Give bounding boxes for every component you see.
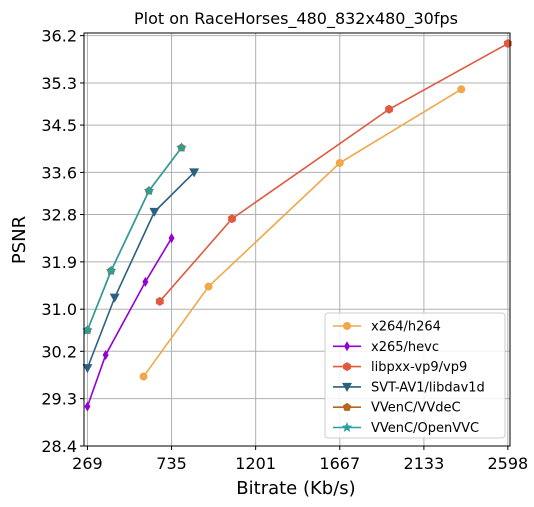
- legend-item: libpxx-vp9/vp9: [333, 360, 467, 375]
- x-tick-label: 2598: [487, 454, 528, 473]
- data-point: [109, 293, 120, 303]
- data-point: [143, 185, 155, 196]
- legend-label: SVT-AV1/libdav1d: [371, 380, 485, 395]
- y-tick-label: 35.3: [41, 74, 77, 93]
- legend-marker: [341, 422, 353, 432]
- legend-label: x264/h264: [371, 320, 441, 335]
- x-tick-label: 269: [72, 454, 103, 473]
- legend-label: VVenC/VVdeC: [371, 401, 461, 416]
- y-axis-label: PSNR: [9, 216, 30, 264]
- series-1: [84, 233, 175, 412]
- y-tick-label: 30.2: [41, 342, 77, 361]
- legend-label: x265/hevc: [371, 340, 439, 355]
- legend: x264/h264 x265/hevc libpxx-vp9/vp9 SVT-AV1/…: [324, 312, 506, 439]
- series-3: [82, 168, 200, 374]
- legend-label: libpxx-vp9/vp9: [371, 360, 467, 375]
- series-line: [142, 88, 462, 378]
- series-line: [86, 171, 195, 369]
- data-point: [102, 349, 109, 360]
- data-point: [168, 233, 175, 244]
- data-point: [82, 364, 93, 374]
- legend-box: [324, 312, 506, 439]
- y-tick-label: 32.8: [41, 206, 77, 225]
- legend-marker: [342, 402, 352, 411]
- data-point: [82, 324, 93, 335]
- series-line: [86, 147, 183, 331]
- legend-item: VVenC/OpenVVC: [333, 421, 479, 436]
- data-point: [385, 104, 393, 114]
- data-point: [139, 372, 148, 381]
- legend-marker: [343, 362, 351, 372]
- legend-item: x265/hevc: [333, 340, 439, 355]
- series-group: [82, 39, 512, 412]
- data-point: [176, 142, 187, 153]
- data-point: [149, 207, 160, 217]
- series-line: [86, 237, 173, 407]
- x-ticks: 269 735 1201 1667 2133 2598: [72, 446, 528, 473]
- y-tick-label: 31.0: [41, 300, 77, 319]
- legend-marker: [344, 341, 350, 352]
- legend-marker: [343, 322, 351, 330]
- data-point: [84, 401, 91, 412]
- data-point: [204, 282, 213, 291]
- data-point: [142, 276, 149, 287]
- y-tick-label: 31.9: [41, 253, 77, 272]
- legend-item: VVenC/VVdeC: [333, 401, 461, 416]
- data-point: [457, 85, 466, 94]
- y-ticks: 28.4 29.3 30.2 31.0 31.9 32.8 33.6 34.5 35.3 36.2: [41, 27, 84, 456]
- x-tick-label: 735: [156, 454, 187, 473]
- y-tick-label: 36.2: [41, 27, 77, 46]
- x-tick-label: 1201: [235, 454, 276, 473]
- x-tick-label: 2133: [404, 454, 445, 473]
- series-0: [139, 85, 466, 381]
- x-axis-label: Bitrate (Kb/s): [236, 478, 355, 499]
- series-line: [159, 42, 509, 302]
- series-5: [82, 142, 187, 335]
- legend-item: SVT-AV1/libdav1d: [333, 380, 485, 395]
- data-point: [189, 168, 200, 178]
- y-tick-label: 29.3: [41, 390, 77, 409]
- y-tick-label: 33.6: [41, 163, 77, 182]
- data-point: [335, 158, 344, 167]
- data-point: [503, 39, 512, 49]
- legend-item: x264/h264: [333, 320, 441, 335]
- series-2: [155, 39, 512, 306]
- plot-frame: [83, 32, 511, 447]
- legend-label: VVenC/OpenVVC: [371, 421, 479, 436]
- x-tick-label: 1667: [319, 454, 360, 473]
- data-point: [228, 214, 236, 224]
- y-tick-label: 28.4: [41, 437, 77, 456]
- legend-marker: [342, 382, 352, 392]
- chart-title: Plot on RaceHorses_480_832x480_30fps: [134, 9, 458, 29]
- y-tick-label: 34.5: [41, 116, 77, 135]
- data-point: [155, 296, 164, 306]
- data-point: [105, 265, 117, 276]
